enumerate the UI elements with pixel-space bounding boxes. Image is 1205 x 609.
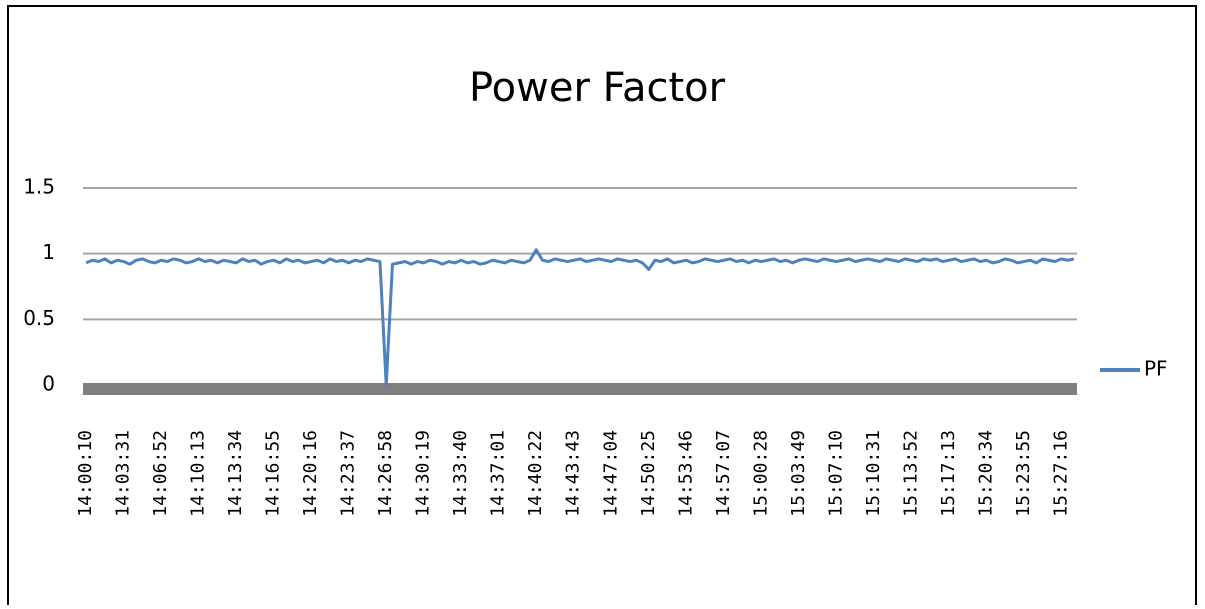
- x-tick-label: 14:13:34: [225, 430, 246, 517]
- x-tick-label: 15:00:28: [750, 430, 771, 517]
- x-tick-label: 15:23:55: [1013, 430, 1034, 517]
- x-tick-label: 14:20:16: [300, 430, 321, 517]
- x-tick-label: 14:23:37: [338, 430, 359, 517]
- x-tick-label: 14:40:22: [525, 430, 546, 517]
- x-tick-label: 14:30:19: [413, 430, 434, 517]
- x-tick-label: 14:47:04: [600, 430, 621, 517]
- x-tick-label: 15:27:16: [1050, 430, 1071, 517]
- legend-label: PF: [1144, 357, 1168, 381]
- x-tick-label: 14:37:01: [488, 430, 509, 517]
- y-tick-label: 0: [42, 372, 55, 396]
- chart-frame: [7, 5, 1197, 609]
- chart-title: Power Factor: [469, 65, 726, 111]
- y-tick-label: 1.5: [23, 175, 55, 199]
- x-tick-label: 15:10:31: [863, 430, 884, 517]
- x-tick-label: 14:33:40: [450, 430, 471, 517]
- x-tick-label: 14:00:10: [75, 430, 96, 517]
- x-tick-label: 14:57:07: [713, 430, 734, 517]
- x-tick-label: 14:10:13: [188, 430, 209, 517]
- line: [85, 248, 1075, 387]
- y-tick-label: 1: [42, 240, 55, 264]
- x-tick-label: 14:50:25: [638, 430, 659, 517]
- x-tick-label: 15:20:34: [975, 430, 996, 517]
- x-axis: [83, 383, 1077, 395]
- x-tick-label: 15:07:10: [825, 430, 846, 517]
- x-tick-label: 14:26:58: [375, 430, 396, 517]
- x-tick-label: 14:16:55: [263, 430, 284, 517]
- x-tick-label: 14:53:46: [675, 430, 696, 517]
- x-tick-label: 15:03:49: [788, 430, 809, 517]
- x-tick-label: 14:03:31: [113, 430, 134, 517]
- y-tick-label: 0.5: [23, 306, 55, 330]
- x-tick-label: 15:17:13: [938, 430, 959, 517]
- x-tick-label: 14:06:52: [150, 430, 171, 517]
- x-tick-label: 14:43:43: [563, 430, 584, 517]
- x-tick-label: 15:13:52: [900, 430, 921, 517]
